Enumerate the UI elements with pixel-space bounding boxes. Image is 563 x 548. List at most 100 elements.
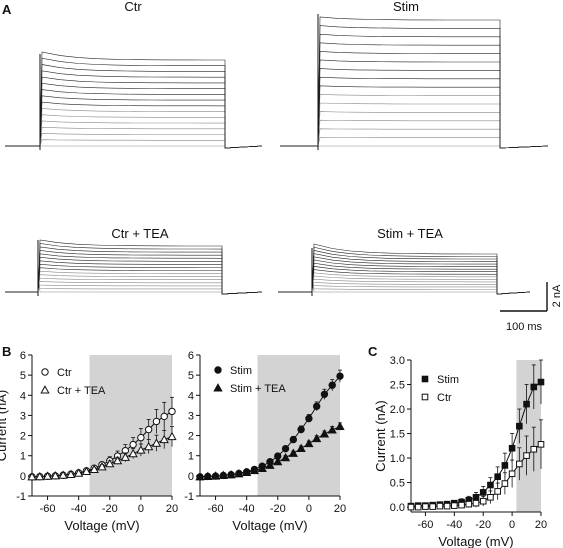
current-trace [280,94,549,149]
data-point [203,471,213,481]
y-tick-label: 5 [20,370,26,382]
data-point [335,421,345,431]
current-trace [280,68,549,149]
current-trace [280,33,549,149]
y-tick-label: -1 [16,491,26,503]
current-trace [5,263,263,295]
current-trace [280,128,549,149]
legend-entry: Stim [421,374,459,386]
x-tick-label: -20 [102,503,118,515]
data-point [289,435,298,444]
scale-bar: 2 nA 100 ms [500,282,563,333]
data-point [487,481,494,489]
x-tick-label: -20 [270,503,286,515]
x-axis-label: Voltage (mV) [232,518,307,533]
current-trace [278,275,531,295]
current-trace [5,126,263,149]
current-trace [5,70,263,149]
data-point [89,464,99,473]
data-point [465,500,473,508]
data-point [50,471,60,480]
y-tick-label: 6 [188,350,194,362]
trace-title-stim-tea: Stim + TEA [377,226,443,241]
current-traces-ctr-tea [5,239,263,296]
current-traces-stim-tea [278,243,531,296]
data-point [273,456,283,466]
current-trace [5,82,263,149]
data-point [226,470,236,479]
current-trace [5,139,263,149]
current-trace [5,282,263,295]
iv-plot-ctr: -1 0 1 2 3 4 5 6 -60 -40 -20 0 20 Voltage (mV) Current… [0,350,178,533]
current-trace [5,95,263,149]
data-point [97,461,107,471]
data-point [27,472,37,481]
data-point [137,433,145,442]
current-trace [5,120,263,149]
scale-bar-time-label: 100 ms [506,321,543,333]
data-point [128,448,138,458]
data-point [328,381,336,389]
data-point [213,383,223,392]
current-trace [280,42,549,149]
data-point [320,390,329,398]
data-point [265,460,275,469]
data-point [144,425,153,434]
data-point [35,471,45,481]
data-point [537,441,545,448]
current-trace [280,119,549,149]
data-point [312,433,322,443]
y-tick-label: 0 [20,471,26,483]
y-tick-label: 1.5 [390,429,405,441]
y-axis-label: Current (nA) [373,400,388,472]
data-point [530,445,538,453]
x-tick-label: -60 [208,503,224,515]
data-point [105,458,115,468]
legend-label: Ctr [437,392,452,404]
iv-plot-stim: -1 0 1 2 3 4 5 6 -60 -40 -20 0 20 Voltage (mV) Stim Sti… [184,350,346,533]
current-trace [5,51,263,149]
data-point [281,444,290,453]
x-axis-label: Voltage (mV) [438,534,513,548]
x-axis-label: Voltage (mV) [64,518,139,533]
y-tick-label: 4 [20,390,26,402]
data-point [429,503,436,510]
current-traces-ctr [5,51,263,150]
x-tick-label: 20 [334,503,346,515]
current-trace [280,25,549,149]
x-tick-label: -20 [475,519,491,531]
data-point [40,385,50,394]
current-trace [5,64,263,149]
x-tick-label: 0 [306,503,312,515]
data-point [451,502,458,509]
data-point [508,444,516,452]
data-point [136,445,146,454]
legend-entry: Ctr + TEA [40,385,106,397]
data-point [443,502,451,510]
data-point [152,417,161,426]
x-tick-label: 20 [166,503,178,515]
data-point [305,414,313,423]
current-trace [278,266,531,295]
current-trace [5,145,263,149]
current-trace [5,114,263,149]
shaded-voltage-range [516,360,541,512]
legend-label: Stim [230,365,252,377]
trace-title-stim: Stim [393,0,419,14]
data-point [327,425,337,434]
current-trace [280,111,549,149]
data-point [336,372,344,380]
y-tick-label: 2 [20,431,26,443]
legend-label: Ctr + TEA [57,385,106,397]
y-tick-label: 0.0 [390,502,405,514]
current-trace [278,283,531,295]
data-point [195,472,205,481]
data-point [414,503,422,511]
data-point [129,440,137,449]
panel-label-b: B [2,344,11,359]
data-point [66,469,76,478]
data-point [516,460,523,468]
data-point [210,471,221,480]
data-point [234,469,244,478]
